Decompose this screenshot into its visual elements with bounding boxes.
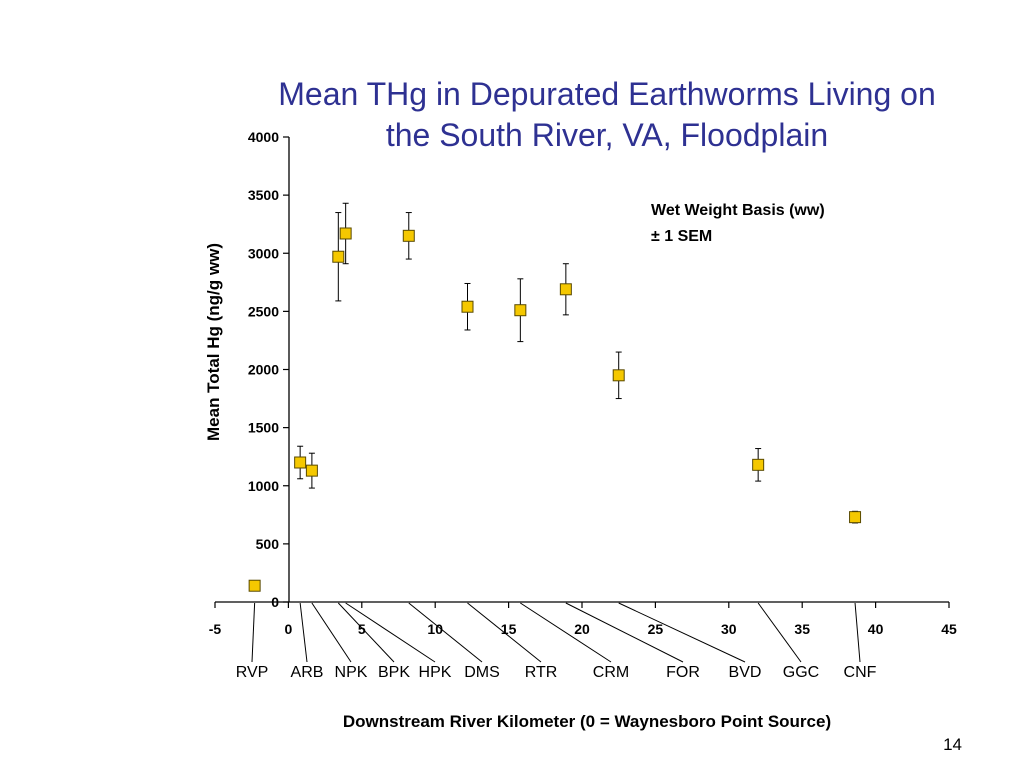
site-leader-line: [311, 602, 352, 663]
y-tick-label: 2500: [248, 303, 279, 319]
data-point: [248, 579, 261, 592]
x-tick-label: 20: [574, 621, 590, 637]
site-leader-line: [299, 602, 308, 663]
data-point: [305, 464, 318, 477]
site-leader-line: [618, 602, 746, 663]
annotation-line-2: ± 1 SEM: [651, 228, 712, 245]
chart-title: Mean THg in Depurated Earthworms Living …: [232, 74, 982, 156]
x-tick-label: 15: [501, 621, 517, 637]
site-leader-line: [408, 602, 483, 663]
data-point: [461, 300, 474, 313]
data-point: [294, 456, 307, 469]
y-axis-label: Mean Total Hg (ng/g ww): [204, 243, 223, 441]
x-tick-label: 45: [941, 621, 957, 637]
y-tick-label: 4000: [248, 129, 279, 145]
site-label: RTR: [525, 664, 558, 681]
site-leader-line: [345, 602, 436, 663]
y-tick-label: 500: [256, 536, 280, 552]
x-axis: -5 0 5 10 15 20 25 30 35 40 45: [209, 601, 957, 637]
x-tick-label: 40: [868, 621, 884, 637]
error-bars: [297, 202, 859, 524]
annotation-line-1: Wet Weight Basis (ww): [651, 202, 825, 219]
site-label: CRM: [593, 664, 629, 681]
x-tick-label: 30: [721, 621, 737, 637]
data-point: [849, 511, 862, 524]
data-point: [752, 458, 765, 471]
x-tick-label: -5: [209, 621, 222, 637]
site-leader-line: [251, 602, 256, 663]
site-label: BVD: [729, 664, 762, 681]
page-number: 14: [943, 735, 962, 754]
site-label: RVP: [236, 664, 269, 681]
data-point: [332, 250, 345, 263]
y-tick-label: 3000: [248, 245, 279, 261]
y-tick-label: 2000: [248, 362, 279, 378]
site-label: FOR: [666, 664, 700, 681]
site-leader-line: [565, 602, 684, 663]
site-leader-lines: [251, 602, 861, 663]
x-tick-label: 25: [648, 621, 664, 637]
site-leader-line: [467, 602, 542, 663]
site-label: CNF: [844, 664, 877, 681]
site-leader-line: [337, 602, 395, 663]
chart-title-line-1: Mean THg in Depurated Earthworms Living …: [278, 76, 936, 112]
y-tick-label: 3500: [248, 187, 279, 203]
data-point: [514, 304, 527, 317]
site-label: GGC: [783, 664, 819, 681]
y-tick-label: 1500: [248, 420, 279, 436]
site-leader-line: [757, 602, 802, 663]
site-label: NPK: [335, 664, 368, 681]
data-point: [339, 227, 352, 240]
x-tick-label: 10: [427, 621, 443, 637]
site-label: HPK: [419, 664, 452, 681]
x-axis-label: Downstream River Kilometer (0 = Waynesbo…: [343, 712, 831, 731]
site-label: DMS: [464, 664, 500, 681]
y-tick-label: 1000: [248, 478, 279, 494]
site-leader-line: [854, 602, 861, 663]
site-labels: RVP ARB NPK BPK HPK DMS RTR CRM FOR BVD GGC CNF: [236, 664, 877, 681]
data-point: [612, 369, 625, 382]
x-tick-label: 35: [794, 621, 810, 637]
site-label: BPK: [378, 664, 410, 681]
data-point: [402, 229, 415, 242]
site-label: ARB: [291, 664, 324, 681]
chart-title-line-2: the South River, VA, Floodplain: [385, 117, 829, 153]
x-tick-label: 0: [285, 621, 293, 637]
data-points: [248, 227, 862, 592]
site-leader-line: [520, 602, 612, 663]
x-tick-label: 5: [358, 621, 366, 637]
data-point: [559, 283, 572, 296]
